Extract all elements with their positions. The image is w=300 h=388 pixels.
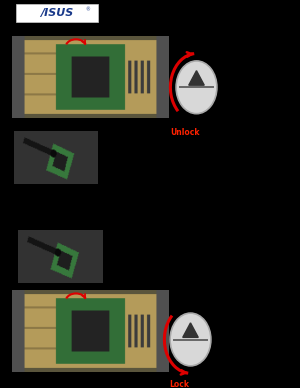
- Polygon shape: [183, 323, 198, 338]
- Text: Unlock: Unlock: [170, 128, 200, 137]
- Polygon shape: [189, 71, 204, 85]
- FancyBboxPatch shape: [16, 4, 98, 22]
- Text: ®: ®: [85, 7, 90, 12]
- Text: Lock: Lock: [169, 380, 189, 388]
- Circle shape: [176, 61, 217, 114]
- Text: /ISUS: /ISUS: [40, 8, 74, 18]
- Circle shape: [170, 313, 211, 366]
